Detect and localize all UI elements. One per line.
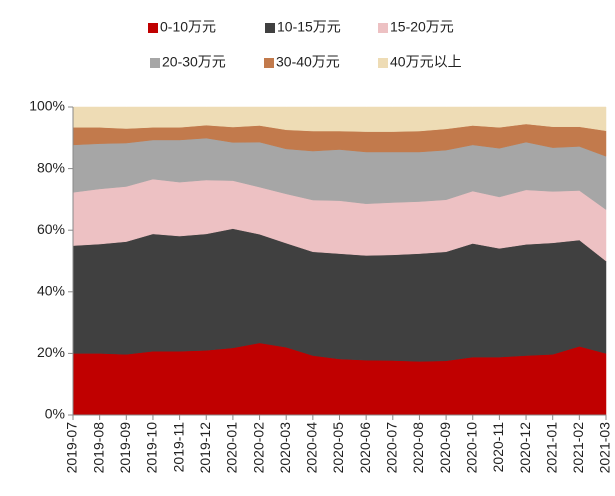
x-tick-label: 2020-01 xyxy=(224,422,240,474)
legend-swatch xyxy=(265,23,275,33)
legend-label: 40万元以上 xyxy=(390,54,462,70)
x-tick-label: 2019-11 xyxy=(170,422,186,473)
x-tick-label: 2020-12 xyxy=(517,422,533,474)
x-tick-label: 2019-09 xyxy=(117,422,133,474)
legend-swatch xyxy=(264,58,274,68)
x-tick-label: 2020-08 xyxy=(410,422,426,474)
legend-label: 30-40万元 xyxy=(276,54,340,70)
x-tick-label: 2020-05 xyxy=(330,422,346,474)
x-tick-label: 2020-09 xyxy=(437,422,453,474)
y-tick-label: 40% xyxy=(37,283,65,299)
x-tick-label: 2020-10 xyxy=(463,422,479,474)
x-tick-label: 2021-03 xyxy=(597,422,613,474)
x-tick-label: 2020-06 xyxy=(357,422,373,474)
legend-label: 20-30万元 xyxy=(162,54,226,70)
y-tick-label: 0% xyxy=(45,406,65,422)
legend-swatch xyxy=(378,58,388,68)
x-tick-label: 2019-07 xyxy=(64,422,80,474)
area xyxy=(72,106,607,132)
legend-label: 10-15万元 xyxy=(277,19,341,35)
x-tick-label: 2020-02 xyxy=(250,422,266,474)
legend-label: 15-20万元 xyxy=(390,19,454,35)
x-tick-label: 2019-08 xyxy=(90,422,106,474)
legend-swatch xyxy=(150,58,160,68)
x-tick-label: 2021-01 xyxy=(543,422,559,474)
legend-label: 0-10万元 xyxy=(160,19,216,35)
x-tick-label: 2020-07 xyxy=(384,422,400,474)
legend-swatch xyxy=(148,23,158,33)
x-tick-label: 2020-11 xyxy=(490,422,506,473)
x-tick-label: 2020-04 xyxy=(304,422,320,474)
x-tick-label: 2019-12 xyxy=(197,422,213,474)
y-tick-label: 60% xyxy=(37,221,65,237)
legend-swatch xyxy=(378,23,388,33)
x-tick-label: 2020-03 xyxy=(277,422,293,474)
y-tick-label: 100% xyxy=(29,98,65,114)
y-tick-label: 20% xyxy=(37,344,65,360)
x-tick-label: 2019-10 xyxy=(144,422,160,474)
x-tick-label: 2021-02 xyxy=(570,422,586,474)
y-tick-label: 80% xyxy=(37,159,65,175)
